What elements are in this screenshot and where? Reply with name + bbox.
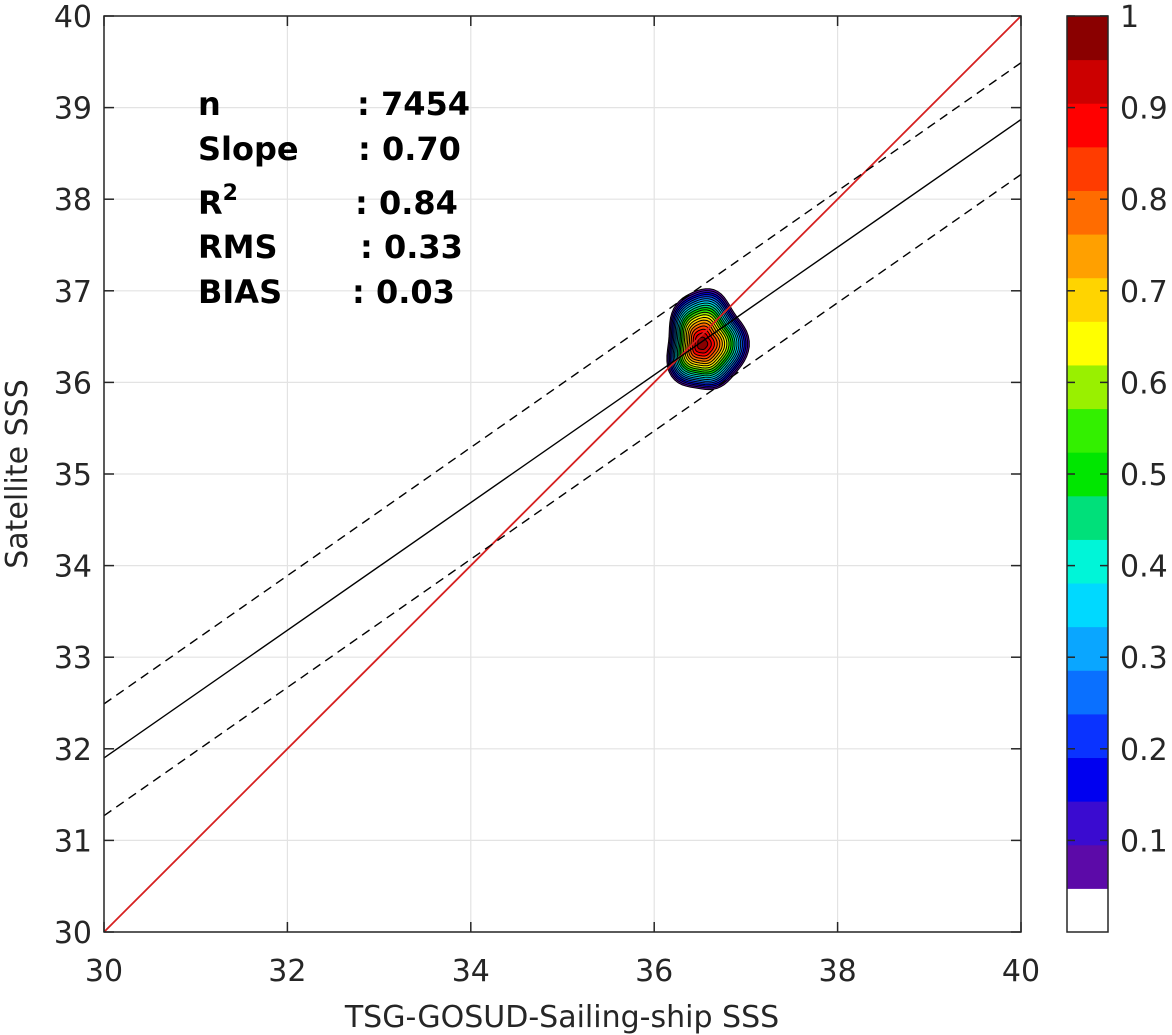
colorbar-segment xyxy=(1067,888,1108,933)
x-tick-label: 38 xyxy=(819,954,857,989)
grid xyxy=(103,15,1022,933)
colorbar-tick-label: 0.5 xyxy=(1120,458,1168,493)
y-tick-label: 32 xyxy=(54,733,92,768)
y-tick-label: 34 xyxy=(54,550,92,585)
y-tick-label: 40 xyxy=(54,0,92,35)
colorbar-segment xyxy=(1067,190,1108,235)
y-tick-label: 35 xyxy=(54,458,92,493)
colorbar-segment xyxy=(1067,757,1108,802)
colorbar-segment xyxy=(1067,321,1108,366)
colorbar-segment xyxy=(1067,277,1108,322)
colorbar-tick-label: 0.9 xyxy=(1120,92,1168,127)
colorbar-tick-label: 0.2 xyxy=(1120,733,1168,768)
density-contours xyxy=(666,288,750,391)
stat-value: : 0.70 xyxy=(358,130,461,168)
reference-lines xyxy=(104,16,1021,932)
colorbar-segment xyxy=(1067,16,1108,61)
colorbar-segment xyxy=(1067,801,1108,846)
colorbar-tick-label: 0.8 xyxy=(1120,183,1168,218)
colorbar-segment xyxy=(1067,670,1108,715)
axis-ticks: 30 32 34 36 38 40 30 31 32 33 34 35 36 37 38 39 40 xyxy=(54,0,1040,989)
y-axis-label: Satellite SSS xyxy=(0,379,35,569)
colorbar-segment xyxy=(1067,146,1108,191)
colorbar-segment xyxy=(1067,844,1108,889)
colorbar-tick-label: 1 xyxy=(1120,0,1139,35)
colorbar-segment xyxy=(1067,713,1108,759)
x-tick-label: 30 xyxy=(85,954,123,989)
colorbar-segment xyxy=(1067,495,1108,540)
stat-value: : 7454 xyxy=(357,85,470,123)
stat-label: BIAS xyxy=(198,273,282,311)
colorbar-segment xyxy=(1067,583,1108,628)
x-tick-label: 32 xyxy=(268,954,306,989)
lower-bound-line xyxy=(104,173,1021,817)
y-tick-label: 39 xyxy=(54,92,92,127)
colorbar-segment xyxy=(1067,364,1108,410)
colorbar-tick-label: 0.6 xyxy=(1120,366,1168,401)
colorbar-segment xyxy=(1067,626,1108,671)
colorbar-segment xyxy=(1067,539,1108,584)
colorbar-tick-label: 0.1 xyxy=(1120,824,1168,859)
identity-line xyxy=(104,16,1021,932)
stat-label: n xyxy=(198,85,221,123)
colorbar-segment xyxy=(1067,59,1108,104)
regression-line xyxy=(104,118,1021,759)
colorbar: 0.1 0.2 0.3 0.4 0.5 0.6 0.7 0.8 0.9 1 xyxy=(1066,0,1168,933)
stat-value: : 0.84 xyxy=(355,184,458,222)
x-tick-label: 36 xyxy=(635,954,673,989)
y-tick-label: 37 xyxy=(54,275,92,310)
colorbar-segment xyxy=(1067,103,1108,148)
stat-value: : 0.33 xyxy=(360,228,463,266)
y-tick-label: 30 xyxy=(54,916,92,951)
x-axis-label: TSG-GOSUD-Sailing-ship SSS xyxy=(344,1000,779,1035)
y-tick-label: 33 xyxy=(54,641,92,676)
y-tick-label: 38 xyxy=(54,183,92,218)
colorbar-segment xyxy=(1067,408,1108,453)
upper-bound-line xyxy=(104,62,1021,705)
stat-label-superscript: 2 xyxy=(223,181,238,206)
colorbar-tick-label: 0.4 xyxy=(1120,550,1168,585)
colorbar-tick-label: 0.3 xyxy=(1120,641,1168,676)
colorbar-segment xyxy=(1067,234,1108,279)
y-tick-label: 36 xyxy=(54,366,92,401)
stat-value: : 0.03 xyxy=(352,273,455,311)
x-tick-label: 34 xyxy=(452,954,490,989)
x-tick-label: 40 xyxy=(1002,954,1040,989)
y-tick-label: 31 xyxy=(54,824,92,859)
colorbar-tick-label: 0.7 xyxy=(1120,275,1168,310)
stat-label: Slope xyxy=(198,130,299,168)
stat-label: RMS xyxy=(198,228,278,266)
